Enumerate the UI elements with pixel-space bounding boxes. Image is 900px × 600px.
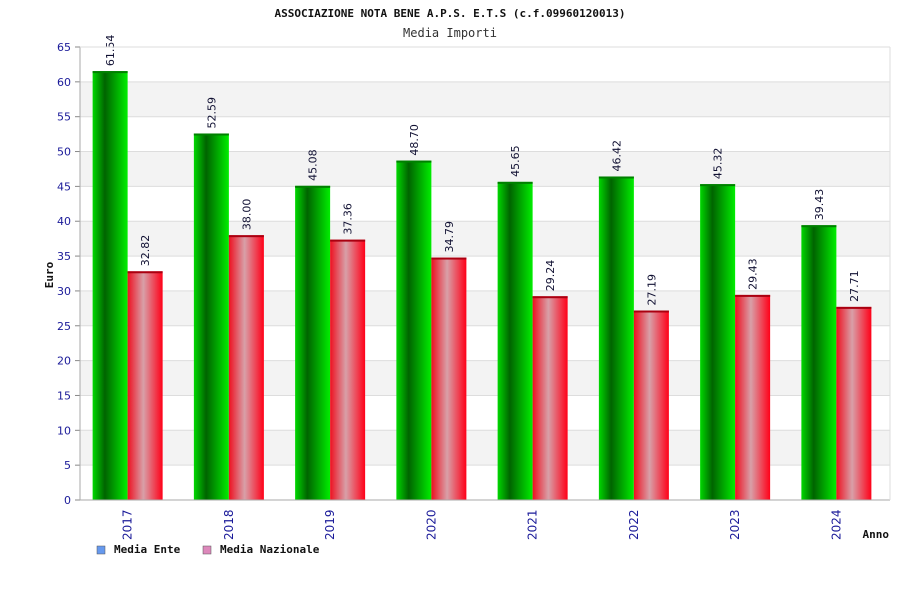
x-tick-label: 2019 bbox=[323, 509, 337, 540]
bar-media-nazionale bbox=[228, 235, 264, 500]
bar-top-edge bbox=[532, 296, 568, 299]
bar-media-ente bbox=[700, 184, 736, 500]
bar-value-label: 45.08 bbox=[307, 149, 320, 181]
x-tick-label: 2021 bbox=[526, 509, 540, 540]
bar-media-nazionale bbox=[532, 296, 568, 500]
bar-value-label: 27.71 bbox=[848, 270, 861, 302]
bar-value-label: 48.70 bbox=[408, 124, 421, 156]
bar-media-ente bbox=[598, 176, 634, 500]
bar-media-nazionale bbox=[633, 310, 669, 500]
x-axis-label: Anno bbox=[863, 528, 890, 541]
plot-band bbox=[80, 81, 890, 117]
axes bbox=[75, 46, 891, 501]
y-tick-label: 15 bbox=[57, 389, 71, 402]
bar-top-edge bbox=[735, 294, 771, 297]
x-tick-label: 2018 bbox=[222, 509, 236, 540]
bars bbox=[92, 71, 872, 501]
y-tick-label: 30 bbox=[57, 285, 71, 298]
bar-value-label: 34.79 bbox=[443, 221, 456, 253]
chart-subtitle: Media Importi bbox=[403, 26, 497, 40]
bar-top-edge bbox=[295, 185, 331, 188]
bar-top-edge bbox=[497, 181, 533, 184]
y-tick-label: 60 bbox=[57, 76, 71, 89]
y-tick-label: 40 bbox=[57, 215, 71, 228]
bar-value-label: 61.54 bbox=[104, 35, 117, 67]
bar-value-label: 37.36 bbox=[342, 203, 355, 235]
bar-media-nazionale bbox=[836, 306, 872, 500]
bar-top-edge bbox=[598, 176, 634, 179]
bar-media-ente bbox=[295, 185, 331, 500]
bar-top-edge bbox=[92, 71, 128, 74]
bar-value-label: 45.32 bbox=[712, 148, 725, 180]
y-tick-label: 25 bbox=[57, 320, 71, 333]
y-axis-label: Euro bbox=[43, 261, 56, 288]
y-tick-label: 0 bbox=[64, 494, 71, 507]
x-tick-label: 2020 bbox=[424, 509, 438, 540]
chart-title: ASSOCIAZIONE NOTA BENE A.P.S. E.T.S (c.f… bbox=[275, 7, 626, 20]
bar-top-edge bbox=[801, 225, 837, 228]
bar-value-label: 52.59 bbox=[205, 97, 218, 129]
y-tick-label: 55 bbox=[57, 111, 71, 124]
x-tick-label: 2022 bbox=[627, 509, 641, 540]
bar-media-nazionale bbox=[330, 239, 366, 501]
y-tick-label: 20 bbox=[57, 355, 71, 368]
y-tick-label: 65 bbox=[57, 41, 71, 54]
y-tick-label: 35 bbox=[57, 250, 71, 263]
legend: Media Ente Media Nazionale bbox=[96, 543, 320, 556]
bar-media-ente bbox=[92, 71, 128, 501]
bar-value-label: 29.24 bbox=[544, 260, 557, 292]
legend-label: Media Ente bbox=[114, 543, 181, 556]
bar-media-ente bbox=[497, 181, 533, 500]
tick-labels: 0 5 10 15 20 25 30 35 40 45 50 55 60 65 2017 2018 2019 20… bbox=[57, 41, 843, 540]
bar-value-label: 27.19 bbox=[645, 274, 658, 306]
bar-value-label: 38.00 bbox=[240, 199, 253, 231]
bar-value-label: 39.43 bbox=[813, 189, 826, 221]
bar-value-label: 45.65 bbox=[509, 145, 522, 177]
y-tick-label: 5 bbox=[64, 459, 71, 472]
bar-value-label: 29.43 bbox=[747, 258, 760, 290]
bar-media-nazionale bbox=[431, 257, 467, 500]
bar-media-ente bbox=[396, 160, 432, 501]
bar-top-edge bbox=[193, 133, 229, 136]
bar-top-edge bbox=[396, 160, 432, 163]
plot-band bbox=[80, 47, 890, 82]
x-tick-label: 2023 bbox=[728, 509, 742, 540]
bar-media-nazionale bbox=[127, 271, 163, 500]
bar-top-edge bbox=[836, 306, 872, 309]
x-tick-label: 2024 bbox=[829, 509, 843, 540]
bar-value-labels: 61.54 32.82 52.59 38.00 45.08 37.36 48.70 34.79… bbox=[104, 35, 861, 306]
legend-swatch bbox=[96, 545, 106, 555]
legend-label: Media Nazionale bbox=[220, 543, 320, 556]
bar-top-edge bbox=[700, 184, 736, 187]
y-tick-label: 10 bbox=[57, 424, 71, 437]
y-tick-label: 50 bbox=[57, 146, 71, 159]
bar-value-label: 32.82 bbox=[139, 235, 152, 267]
bar-media-ente bbox=[801, 225, 837, 500]
bar-top-edge bbox=[330, 239, 366, 242]
legend-swatch bbox=[202, 545, 212, 555]
bar-top-edge bbox=[633, 310, 669, 313]
bar-value-label: 46.42 bbox=[610, 140, 623, 172]
bar-top-edge bbox=[127, 271, 163, 274]
bar-top-edge bbox=[431, 257, 467, 260]
y-tick-label: 45 bbox=[57, 180, 71, 193]
x-tick-label: 2017 bbox=[121, 509, 135, 540]
bar-media-ente bbox=[193, 133, 229, 500]
bar-top-edge bbox=[228, 235, 264, 238]
bar-media-nazionale bbox=[735, 294, 771, 500]
